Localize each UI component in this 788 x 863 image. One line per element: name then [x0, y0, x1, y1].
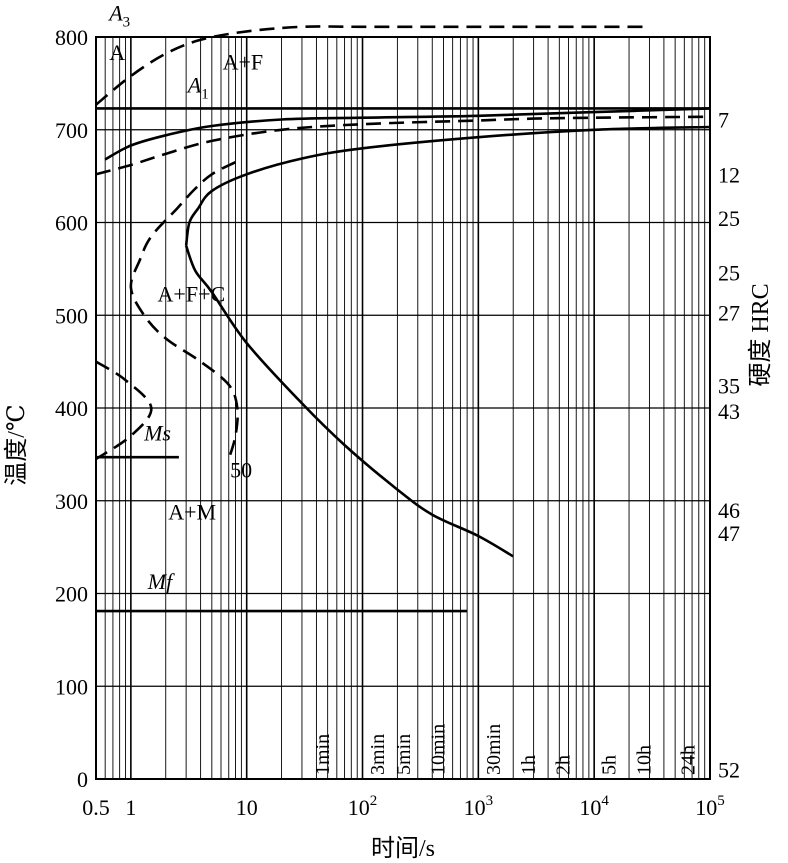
time-mark-label: 30min: [483, 724, 505, 775]
line-label: 50: [230, 458, 252, 483]
region-label: A: [109, 40, 125, 65]
hardness-label: 27: [718, 300, 740, 325]
y-tick-label: 0: [77, 767, 88, 792]
series-0-dashed-curve: [95, 25, 650, 106]
hardness-label: 43: [718, 399, 740, 424]
series-4-solid-curve: [184, 125, 711, 246]
x-tick-exponent: 2: [370, 793, 378, 809]
time-mark-label: 3min: [367, 734, 389, 775]
y-axis-left-label: 温度/℃: [3, 404, 30, 486]
line-label: A3: [107, 0, 130, 30]
line-label: Mf: [147, 569, 175, 594]
line-label-subscript: 1: [201, 87, 209, 103]
x-axis-label: 时间/s: [371, 835, 435, 862]
time-mark-label: 24h: [678, 745, 700, 775]
time-mark-label: 5min: [393, 734, 415, 775]
y-axis-right-label: 硬度 HRC: [747, 283, 774, 386]
x-tick-label: 1: [125, 795, 136, 820]
y-tick-label: 500: [55, 303, 88, 328]
hardness-label: 7: [718, 108, 729, 133]
x-tick-exponent: 3: [486, 793, 494, 809]
hardness-label: 46: [718, 498, 740, 523]
axis-ticks: 0 100 200 300 400 500 600 700 800 0.5 1 10 102 103 104…: [55, 25, 725, 820]
line-label-subscript: 3: [123, 14, 131, 30]
line-label: Ms: [143, 420, 171, 445]
hardness-label: 47: [718, 521, 740, 546]
x-tick-exponent: 5: [717, 793, 725, 809]
series-3-dashed-curve: [95, 115, 711, 176]
grid-lines: [96, 37, 710, 779]
x-tick-label: 103: [464, 793, 494, 820]
x-tick-label: 10: [236, 795, 258, 820]
line-label: A1: [186, 73, 209, 103]
y-tick-label: 700: [55, 118, 88, 143]
region-label: A+F+C: [158, 281, 226, 306]
y-tick-label: 100: [55, 674, 88, 699]
region-label: A+F: [223, 49, 264, 74]
x-tick-label: 104: [579, 793, 609, 820]
y-tick-label: 200: [55, 582, 88, 607]
time-mark-label: 10min: [428, 724, 450, 775]
x-tick-label: 105: [695, 793, 725, 820]
x-tick-label: 0.5: [82, 795, 110, 820]
series-7-dashed-curve: [95, 360, 153, 461]
hardness-label: 52: [718, 758, 740, 783]
y-tick-label: 600: [55, 211, 88, 236]
time-mark-label: 1min: [312, 734, 334, 775]
y-tick-label: 800: [55, 25, 88, 50]
series-6-dashed-curve: [129, 161, 239, 460]
y-tick-label: 400: [55, 396, 88, 421]
annotations: 1min 3min 5min 10min 30min 1h 2h 5h 10h 24h 7 12 25 2…: [107, 0, 740, 782]
hardness-label: 25: [718, 261, 740, 286]
hardness-label: 25: [718, 206, 740, 231]
hardness-label: 12: [718, 162, 740, 187]
time-mark-label: 2h: [553, 755, 575, 775]
y-tick-label: 300: [55, 489, 88, 514]
curves: [95, 25, 711, 613]
plot-frame: [95, 36, 711, 780]
x-tick-exponent: 4: [601, 793, 609, 809]
time-mark-label: 10h: [634, 745, 656, 775]
region-label: A+M: [168, 499, 216, 524]
x-tick-label: 102: [348, 793, 378, 820]
time-mark-label: 1h: [518, 755, 540, 775]
time-mark-label: 5h: [599, 755, 621, 775]
series-2-solid-curve: [104, 107, 711, 161]
series-5-solid-curve: [184, 245, 514, 558]
hardness-label: 35: [718, 374, 740, 399]
